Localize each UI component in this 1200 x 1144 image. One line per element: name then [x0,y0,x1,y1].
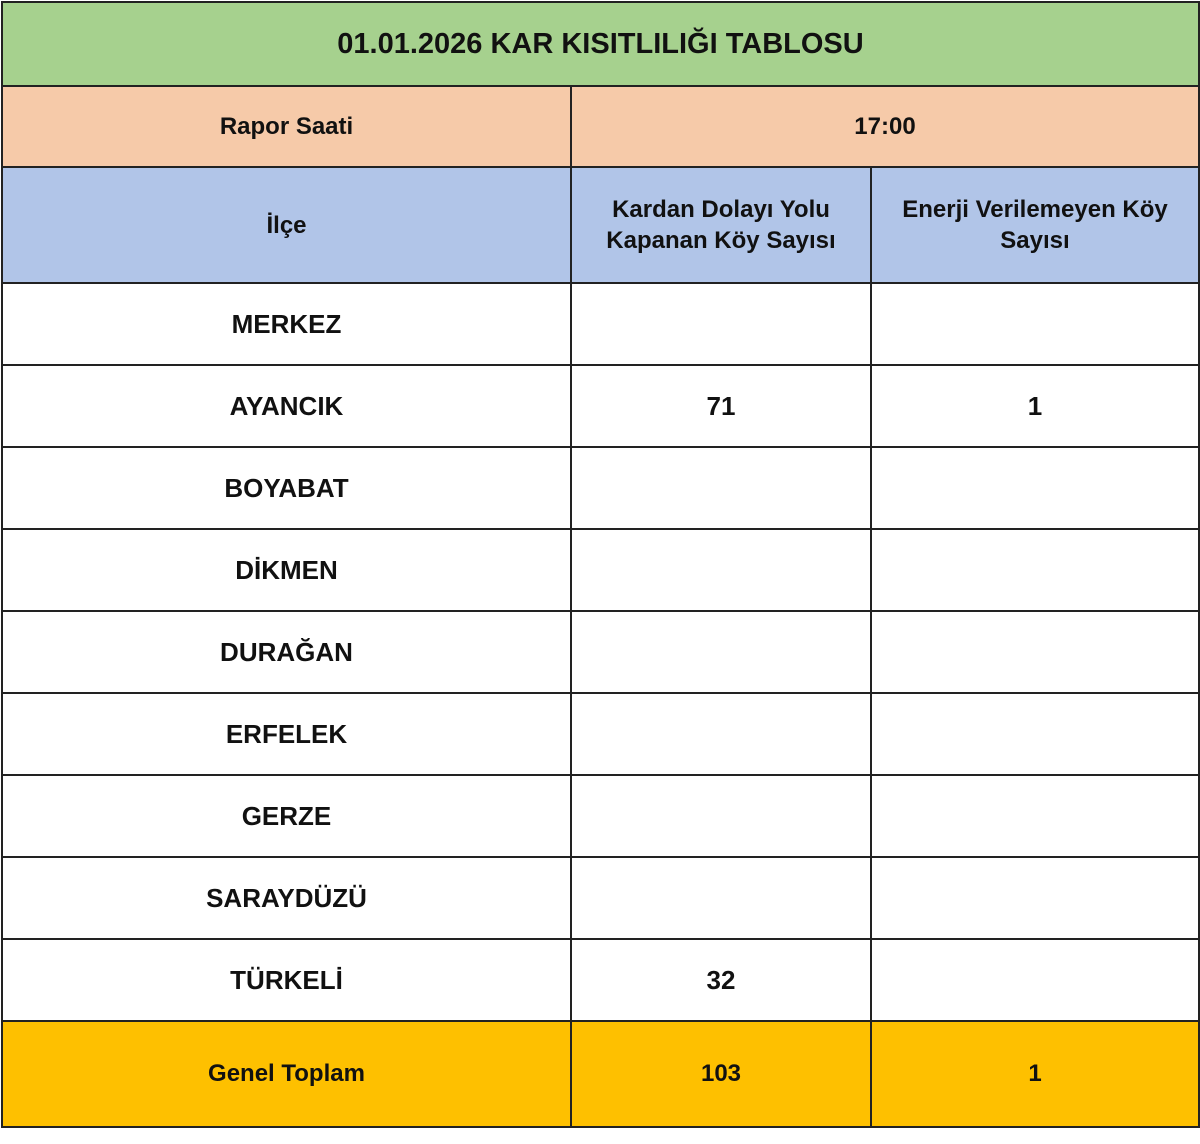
report-time-value: 17:00 [570,85,1200,168]
no-power-cell [870,446,1200,530]
report-time-label: Rapor Saati [1,85,572,168]
no-power-cell [870,774,1200,858]
no-power-cell [870,938,1200,1022]
table-row: ERFELEK [1,692,1200,776]
district-cell: MERKEZ [1,282,572,366]
table-row: AYANCIK 71 1 [1,364,1200,448]
closed-roads-cell [570,282,872,366]
no-power-cell [870,610,1200,694]
district-cell: TÜRKELİ [1,938,572,1022]
closed-roads-cell: 71 [570,364,872,448]
table-row: BOYABAT [1,446,1200,530]
no-power-cell [870,856,1200,940]
closed-roads-cell [570,528,872,612]
no-power-cell [870,528,1200,612]
closed-roads-cell: 32 [570,938,872,1022]
closed-roads-cell [570,446,872,530]
closed-roads-cell [570,774,872,858]
table-title: 01.01.2026 KAR KISITLILIĞI TABLOSU [1,1,1200,87]
total-row: Genel Toplam 103 1 [1,1020,1200,1128]
district-cell: ERFELEK [1,692,572,776]
district-cell: SARAYDÜZÜ [1,856,572,940]
total-label: Genel Toplam [1,1020,572,1128]
closed-roads-cell [570,856,872,940]
total-no-power: 1 [870,1020,1200,1128]
district-cell: DURAĞAN [1,610,572,694]
table-row: MERKEZ [1,282,1200,366]
no-power-cell [870,282,1200,366]
column-header-no-power: Enerji Verilemeyen Köy Sayısı [870,166,1200,284]
district-cell: GERZE [1,774,572,858]
table-row: SARAYDÜZÜ [1,856,1200,940]
no-power-cell: 1 [870,364,1200,448]
district-cell: BOYABAT [1,446,572,530]
table-row: GERZE [1,774,1200,858]
column-header-closed-roads: Kardan Dolayı Yolu Kapanan Köy Sayısı [570,166,872,284]
table-row: TÜRKELİ 32 [1,938,1200,1022]
closed-roads-cell [570,692,872,776]
district-cell: DİKMEN [1,528,572,612]
district-cell: AYANCIK [1,364,572,448]
column-header-district: İlçe [1,166,572,284]
table-row: DİKMEN [1,528,1200,612]
total-closed-roads: 103 [570,1020,872,1128]
closed-roads-cell [570,610,872,694]
table-row: DURAĞAN [1,610,1200,694]
no-power-cell [870,692,1200,776]
